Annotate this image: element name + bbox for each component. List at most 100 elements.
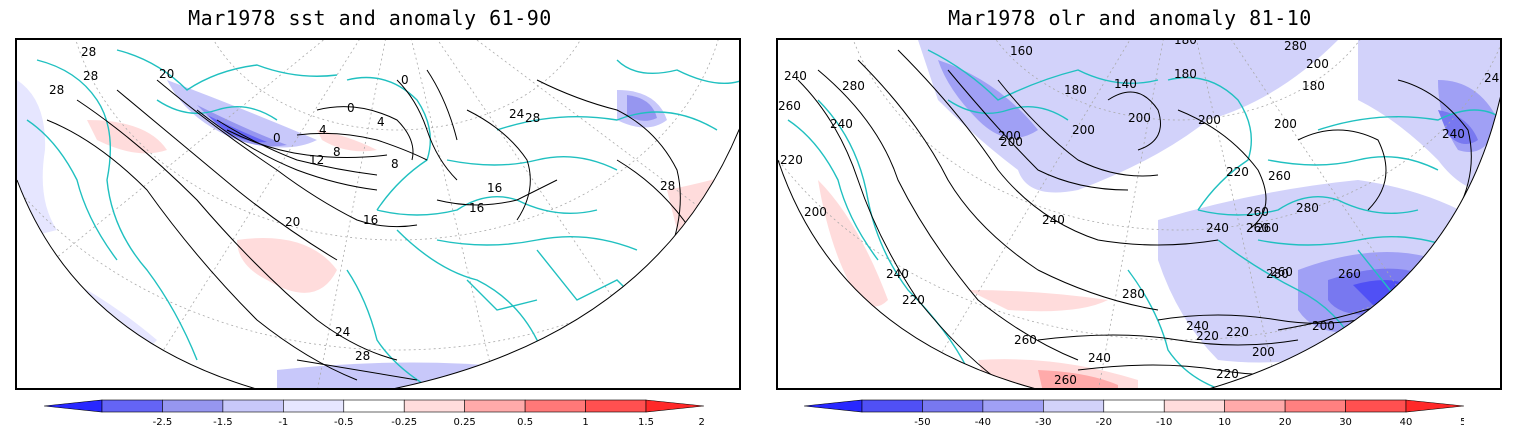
sst-contour-label: 12: [309, 153, 324, 167]
colorbar-swatch: [982, 399, 1044, 413]
colorbar-swatch: [222, 399, 284, 413]
olr-contour-label: 240: [1186, 319, 1209, 333]
colorbar-swatch: [403, 399, 465, 413]
colorbar-arrow-low: [804, 399, 863, 413]
colorbar-swatch: [524, 399, 586, 413]
olr-contour-label: 240: [1206, 221, 1229, 235]
colorbar-swatch: [101, 399, 163, 413]
sst-contour-label: 28: [660, 179, 675, 193]
colorbar-arrow-low: [44, 399, 103, 413]
olr-contour-label: 200: [1072, 123, 1095, 137]
olr-panel: Mar1978 olr and anomaly 81-10: [760, 0, 1502, 430]
colorbar-swatch: [343, 399, 405, 413]
olr-contour-label: 160: [1010, 44, 1033, 58]
olr-contour-label: 220: [1196, 329, 1219, 343]
sst-contour-label: 20: [285, 215, 300, 229]
sst-contour-label: 24: [335, 325, 350, 339]
olr-positive-anomaly-atlantic: [968, 290, 1108, 312]
colorbar-tick-label: -1: [278, 417, 288, 428]
olr-positive-anomaly-south-core: [1038, 370, 1118, 388]
olr-contour-label: 260: [1270, 265, 1293, 279]
sst-contour-label: 16: [469, 201, 484, 215]
sst-contour-label: 4: [377, 115, 385, 129]
olr-contour-label: 180: [1064, 83, 1087, 97]
olr-contour-label: 280: [1296, 201, 1319, 215]
colorbar-swatch: [464, 399, 526, 413]
sst-contour-label: 0: [273, 131, 281, 145]
sst-map-title: Mar1978 sst and anomaly 61-90: [188, 6, 552, 30]
colorbar-swatch: [922, 399, 984, 413]
olr-map-title: Mar1978 olr and anomaly 81-10: [948, 6, 1312, 30]
colorbar-tick-label: 30: [1339, 417, 1352, 428]
sst-contour-label: 28: [49, 83, 64, 97]
olr-contour-label: 240: [1442, 127, 1465, 141]
olr-contour-label: 240: [784, 69, 807, 83]
colorbar-tick-label: 0.5: [517, 417, 533, 428]
sst-contour-label: 28: [83, 69, 98, 83]
colorbar-tick-label: -0.25: [391, 417, 417, 428]
olr-positive-anomaly-west: [818, 180, 888, 307]
olr-contour-label: 220: [1226, 165, 1249, 179]
olr-contour-label: 200: [998, 129, 1021, 143]
olr-negative-anomaly-africa-peak: [1353, 280, 1408, 305]
olr-contour-label: 260: [1054, 373, 1077, 387]
sst-hemisphere-edge: [17, 128, 739, 388]
olr-contour-label: 220: [1216, 367, 1239, 381]
colorbar-tick-label: -2.5: [153, 417, 173, 428]
olr-contour-label: 220: [780, 153, 803, 167]
olr-contour-label: 180: [1302, 79, 1325, 93]
colorbar-arrow-high: [645, 399, 704, 413]
colorbar-swatch: [1345, 399, 1407, 413]
sst-contour-label: 4: [319, 123, 327, 137]
olr-contour-label: 280: [1266, 267, 1289, 281]
olr-hemisphere-edge: [778, 96, 1500, 388]
colorbar-tick-label: -0.5: [334, 417, 354, 428]
sst-contour-label: 8: [333, 145, 341, 159]
colorbar-tick-label: 20: [1279, 417, 1292, 428]
colorbar-swatch: [162, 399, 224, 413]
colorbar-tick-label: -50: [914, 417, 930, 428]
olr-contour-label: 260: [1338, 267, 1361, 281]
olr-contour-label: 240: [1042, 213, 1065, 227]
olr-contour-label: 220: [902, 293, 925, 307]
olr-negative-anomaly-east: [1358, 40, 1500, 193]
sst-contour-label: 20: [159, 67, 174, 81]
olr-contour-label: 260: [1256, 221, 1279, 235]
sst-contour-label: 0: [347, 101, 355, 115]
olr-contour-label: 260: [1014, 333, 1037, 347]
olr-contour-label: 200: [1312, 319, 1335, 333]
olr-negative-anomaly-east-center: [1438, 110, 1478, 144]
olr-contour-label: 200: [1252, 345, 1275, 359]
colorbar-swatch: [1043, 399, 1105, 413]
olr-contour-label: 260: [1268, 169, 1291, 183]
sst-map: 28 28 28 20 0 0 0 4 4 8 8 12 16 16 16 20: [17, 40, 739, 388]
colorbar-swatch: [1224, 399, 1286, 413]
olr-contour-label: 200: [1128, 111, 1151, 125]
sst-colorbar: -2.5 -1.5 -1 -0.5 -0.25 0.25 0.5 1 1.5 2.5: [44, 399, 704, 428]
olr-contour-label: 180: [1174, 67, 1197, 81]
colorbar-swatch: [283, 399, 345, 413]
olr-contour-label: 200: [1306, 57, 1329, 71]
olr-colorbar: -50 -40 -30 -20 -10 10 20 30 40 50: [804, 399, 1464, 428]
sst-cold-anomaly-labrador: [167, 80, 317, 148]
sst-contour-label: 0: [401, 73, 409, 87]
olr-contour-label: 200: [1274, 117, 1297, 131]
colorbar-tick-label: 40: [1400, 417, 1413, 428]
sst-warm-anomaly-east-core: [697, 195, 739, 235]
olr-map-frame: 160 180 240 260 280 140 180 180 200 200 …: [776, 38, 1502, 390]
olr-contour-label: 240: [886, 267, 909, 281]
colorbar-swatch: [1163, 399, 1225, 413]
olr-negative-anomaly-core: [938, 60, 1038, 138]
olr-contour-label: 240: [830, 117, 853, 131]
colorbar-tick-label: 1: [582, 417, 588, 428]
olr-contour-label: 260: [1246, 205, 1269, 219]
sst-contour-label: 28: [525, 111, 540, 125]
sst-contour-label: 16: [487, 181, 502, 195]
olr-contour-label: 220: [1226, 325, 1249, 339]
olr-contour-label: 200: [804, 205, 827, 219]
colorbar-tick-label: 1.5: [638, 417, 654, 428]
sst-map-frame: 28 28 28 20 0 0 0 4 4 8 8 12 16 16 16 20: [15, 38, 741, 390]
sst-contour-label: 28: [355, 349, 370, 363]
colorbar-tick-label: 10: [1218, 417, 1231, 428]
colorbar-tick-label: -1.5: [213, 417, 233, 428]
